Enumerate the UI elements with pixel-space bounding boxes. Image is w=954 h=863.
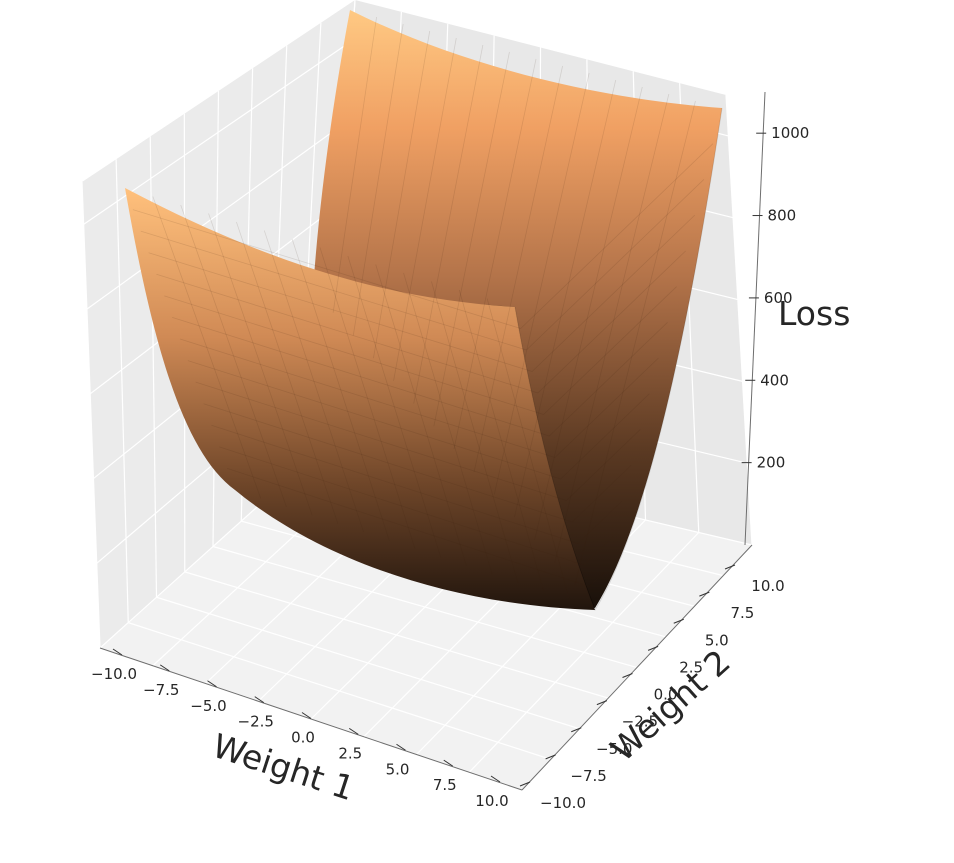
weight1-tick-label: −5.0 (190, 697, 226, 715)
weight1-tick-label: −10.0 (91, 665, 137, 683)
loss-tick-label: 400 (760, 371, 789, 389)
loss-tick-label: 1000 (771, 124, 809, 142)
weight1-tick-label: 10.0 (475, 792, 508, 810)
weight2-tick-label: 10.0 (751, 577, 784, 595)
weight2-tick-label: −7.5 (570, 767, 606, 785)
weight1-tick-label: −2.5 (238, 713, 274, 731)
weight2-tick-label: −10.0 (540, 794, 586, 812)
weight2-tick-label: 7.5 (730, 604, 754, 622)
loss-tick-label: 200 (757, 454, 786, 472)
weight1-tick-label: −7.5 (143, 681, 179, 699)
weight1-tick-label: 5.0 (386, 760, 410, 778)
loss-axis-label: Loss (778, 294, 850, 333)
weight1-tick-label: 0.0 (291, 729, 315, 747)
weight1-tick-label: 7.5 (433, 776, 457, 794)
weight1-axis-label: Weight 1 (208, 726, 359, 808)
loss-axis-line (745, 92, 765, 545)
weight1-tick-label: 2.5 (338, 744, 362, 762)
loss-tick-label: 800 (768, 207, 797, 225)
